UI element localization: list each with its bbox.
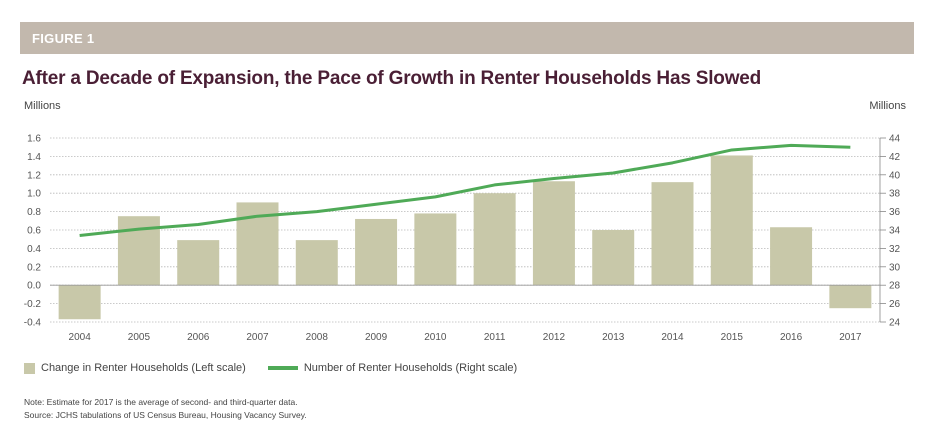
right-axis-unit-label: Millions bbox=[869, 100, 906, 112]
x-tick-label: 2011 bbox=[484, 332, 506, 343]
figure-banner: FIGURE 1 bbox=[20, 22, 914, 54]
left-tick-label: -0.2 bbox=[24, 299, 42, 310]
legend-line-swatch bbox=[267, 366, 298, 370]
left-tick-label: 0.6 bbox=[27, 226, 41, 237]
source-text: Source: JCHS tabulations of US Census Bu… bbox=[24, 410, 307, 420]
right-tick-label: 28 bbox=[889, 281, 901, 292]
bar-2004 bbox=[58, 285, 101, 320]
bar-2009 bbox=[355, 218, 398, 286]
renter-households-line bbox=[79, 143, 851, 238]
x-tick-label: 2017 bbox=[839, 332, 862, 343]
legend-item-bars: Change in Renter Households (Left scale) bbox=[24, 362, 246, 374]
right-tick-label: 44 bbox=[889, 134, 901, 145]
chart-notes: Note: Estimate for 2017 is the average o… bbox=[24, 396, 307, 422]
bar-2010 bbox=[414, 213, 457, 286]
right-tick-label: 40 bbox=[889, 170, 901, 181]
left-tick-label: 1.2 bbox=[27, 170, 41, 181]
bar-2008 bbox=[295, 240, 338, 286]
bar-2011 bbox=[473, 193, 516, 286]
legend-line-label: Number of Renter Households (Right scale… bbox=[303, 362, 518, 374]
right-tick-label: 30 bbox=[889, 262, 901, 273]
x-tick-label: 2005 bbox=[128, 332, 151, 343]
left-tick-label: 0.2 bbox=[27, 262, 41, 273]
figure-label: FIGURE 1 bbox=[32, 31, 95, 46]
left-tick-label: 0.0 bbox=[27, 281, 41, 292]
left-tick-label: 1.0 bbox=[27, 189, 41, 200]
legend-bar-swatch bbox=[24, 362, 35, 374]
x-tick-label: 2015 bbox=[721, 332, 744, 343]
right-tick-label: 38 bbox=[889, 189, 901, 200]
right-tick-label: 24 bbox=[889, 318, 901, 329]
left-tick-label: 0.8 bbox=[27, 207, 41, 218]
x-tick-label: 2012 bbox=[543, 332, 566, 343]
right-tick-label: 34 bbox=[889, 226, 901, 237]
chart-legend: Change in Renter Households (Left scale)… bbox=[24, 362, 539, 374]
legend-bar-label: Change in Renter Households (Left scale) bbox=[41, 362, 246, 374]
bar-2015 bbox=[710, 155, 753, 286]
left-tick-label: 0.4 bbox=[27, 244, 41, 255]
bar-2016 bbox=[770, 227, 813, 286]
left-axis-unit-label: Millions bbox=[24, 100, 61, 112]
left-tick-label: 1.6 bbox=[27, 134, 41, 145]
bar-2006 bbox=[177, 240, 220, 286]
bar-2017 bbox=[829, 285, 872, 309]
x-tick-label: 2013 bbox=[602, 332, 625, 343]
x-tick-label: 2007 bbox=[246, 332, 269, 343]
x-tick-label: 2014 bbox=[661, 332, 684, 343]
x-tick-label: 2008 bbox=[306, 332, 329, 343]
right-tick-label: 26 bbox=[889, 299, 901, 310]
bar-2012 bbox=[532, 181, 575, 286]
x-tick-label: 2006 bbox=[187, 332, 210, 343]
legend-item-line: Number of Renter Households (Right scale… bbox=[267, 362, 518, 374]
right-tick-label: 42 bbox=[889, 152, 901, 163]
x-tick-label: 2009 bbox=[365, 332, 388, 343]
right-tick-label: 36 bbox=[889, 207, 901, 218]
bar-2013 bbox=[592, 230, 635, 286]
chart-title: After a Decade of Expansion, the Pace of… bbox=[22, 68, 762, 89]
bar-2014 bbox=[651, 182, 694, 286]
x-tick-label: 2010 bbox=[424, 332, 447, 343]
note-text: Note: Estimate for 2017 is the average o… bbox=[24, 397, 298, 407]
left-tick-label: -0.4 bbox=[24, 318, 42, 329]
x-tick-label: 2004 bbox=[69, 332, 92, 343]
right-tick-label: 32 bbox=[889, 244, 901, 255]
left-tick-label: 1.4 bbox=[27, 152, 41, 163]
x-tick-label: 2016 bbox=[780, 332, 803, 343]
